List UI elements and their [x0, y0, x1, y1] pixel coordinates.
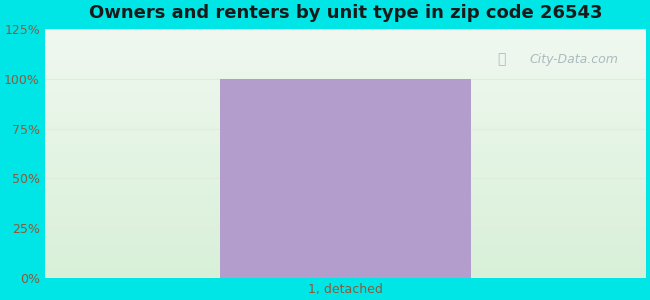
Text: Ⓜ: Ⓜ [497, 52, 506, 66]
Title: Owners and renters by unit type in zip code 26543: Owners and renters by unit type in zip c… [88, 4, 602, 22]
Text: City-Data.com: City-Data.com [529, 52, 618, 66]
Bar [220, 79, 471, 278]
